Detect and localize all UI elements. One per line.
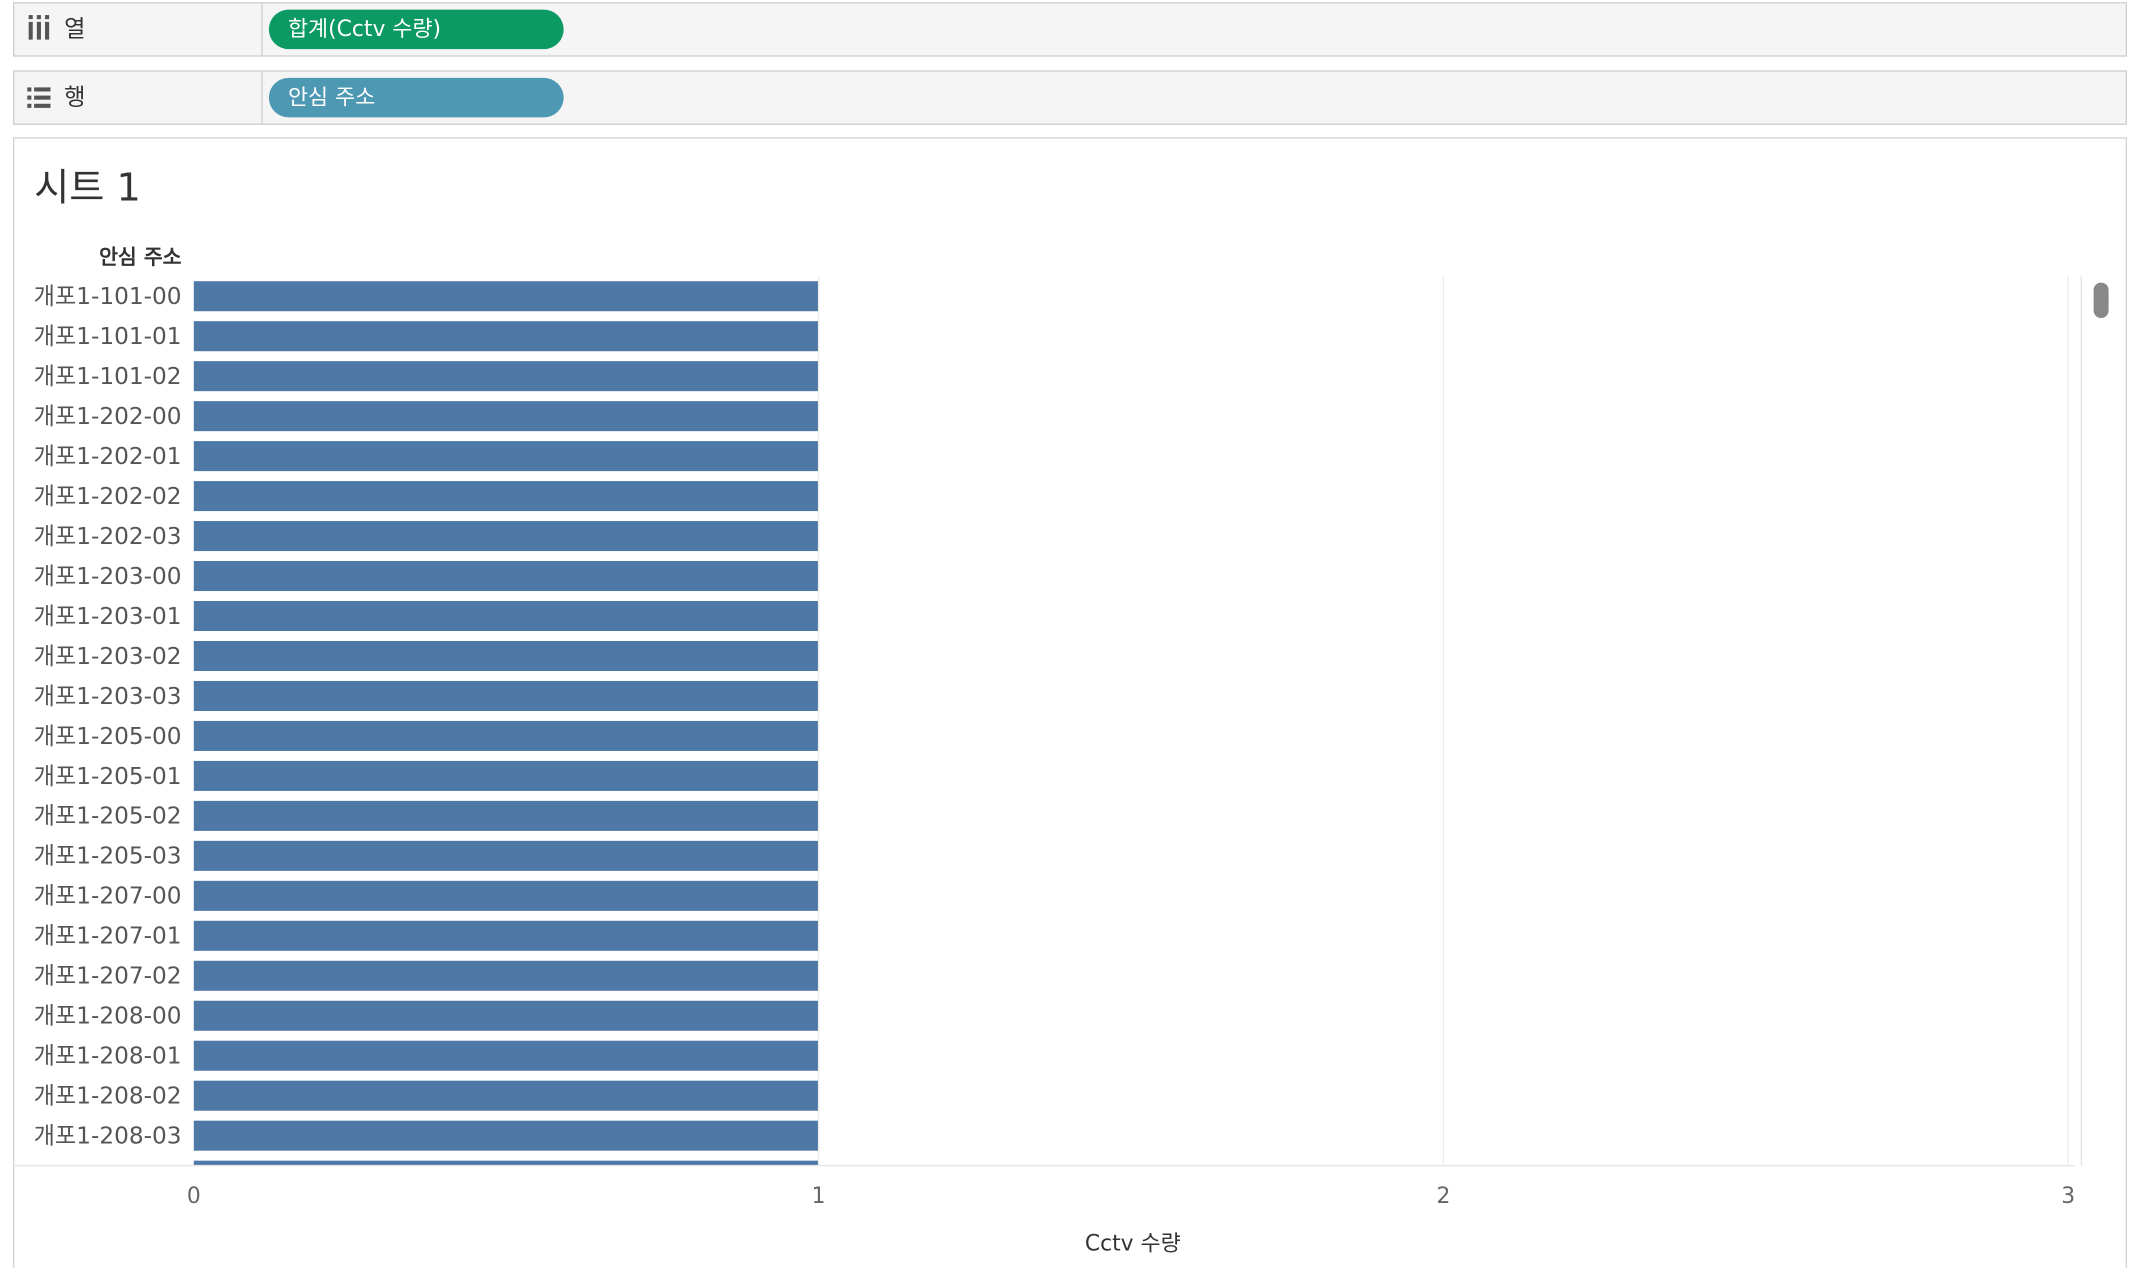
y-tick-label: 개포1-207-02	[34, 963, 182, 990]
bar	[193, 401, 819, 432]
x-axis-title: Cctv 수량	[1085, 1232, 1181, 1257]
bar	[193, 720, 819, 751]
y-tick-label: 개포1-203-01	[34, 603, 182, 630]
sheet-title: 시트 1	[34, 166, 141, 210]
columns-icon	[28, 15, 50, 40]
scroll-thumb[interactable]	[2093, 282, 2109, 319]
y-tick-label: 개포1-205-03	[34, 843, 182, 870]
bar	[193, 481, 819, 512]
field-pill-label: 합계(Cctv 수량)	[288, 17, 441, 42]
y-tick-label: 개포1-207-01	[34, 923, 182, 950]
bar	[193, 521, 819, 552]
plot-area: 개포1-101-00 개포1-101-01 개포1-101-02 개포1-202-00…	[34, 281, 819, 1166]
y-tick-label: 개포1-205-00	[34, 723, 182, 750]
y-tick-label: 개포1-208-02	[34, 1083, 182, 1110]
y-tick-label: 개포1-202-00	[34, 403, 182, 430]
x-tick-label: 0	[187, 1184, 201, 1209]
y-tick-label: 개포1-203-03	[34, 683, 182, 710]
bar	[193, 840, 819, 871]
bar	[193, 1040, 819, 1071]
bar	[193, 920, 819, 951]
bar	[193, 1160, 819, 1166]
x-tick-label: 1	[812, 1184, 826, 1209]
y-tick-label: 개포1-203-00	[34, 563, 182, 590]
y-tick-label: 개포1-203-02	[34, 643, 182, 670]
bar	[193, 1080, 819, 1111]
bar	[193, 800, 819, 831]
field-pill-label: 안심 주소	[288, 85, 375, 110]
x-tick-label: 3	[2061, 1184, 2075, 1209]
bar	[193, 760, 819, 791]
bar	[193, 600, 819, 632]
shelf-label: 열	[64, 16, 85, 43]
y-tick-label: 개포1-202-01	[34, 443, 182, 470]
y-tick-label: 개포1-208-01	[34, 1043, 182, 1070]
shelf-label: 행	[64, 84, 85, 111]
bar	[193, 880, 819, 911]
bar	[193, 361, 819, 392]
bar	[193, 321, 819, 352]
x-tick-label: 2	[1436, 1184, 1450, 1209]
y-tick-label: 개포1-101-02	[34, 363, 182, 390]
y-tick-label: 개포1-202-03	[34, 523, 182, 550]
bar	[193, 281, 819, 312]
field-pill[interactable]	[268, 9, 564, 50]
y-tick-label: 개포1-208-03	[34, 1123, 182, 1150]
bar	[193, 561, 819, 592]
y-tick-label: 개포1-205-01	[34, 763, 182, 790]
bar	[193, 640, 819, 671]
rows-icon	[27, 87, 51, 108]
y-tick-label: 개포1-205-02	[34, 803, 182, 830]
y-tick-label: 개포1-101-00	[34, 283, 182, 310]
bar	[193, 960, 819, 991]
row-header: 안심 주소	[99, 245, 182, 269]
bar	[193, 680, 819, 711]
y-tick-label: 개포1-208-00	[34, 1003, 182, 1030]
bar	[193, 441, 819, 472]
field-pill[interactable]	[268, 77, 564, 118]
y-tick-label: 개포1-202-02	[34, 483, 182, 510]
bar	[193, 1000, 819, 1031]
y-tick-label: 개포1-101-01	[34, 323, 182, 350]
bar	[193, 1120, 819, 1151]
y-tick-label: 개포1-207-00	[34, 883, 182, 910]
